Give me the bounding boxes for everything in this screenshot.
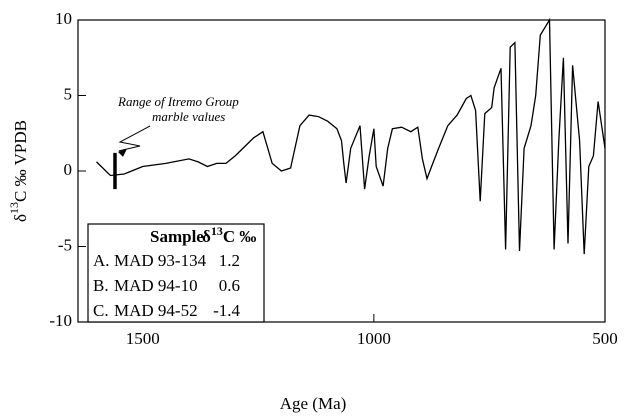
table-header: Sample (150, 227, 204, 246)
row-sample: MAD 94-10 (114, 276, 198, 295)
row-letter: B. (93, 276, 109, 295)
row-sample: MAD 94-52 (114, 301, 198, 320)
header-prefix: δ (202, 227, 211, 246)
row-letter: A. (93, 251, 110, 270)
annotation: Range of Itremo Group (117, 94, 239, 109)
row-value: -1.4 (213, 301, 240, 320)
row-sample: MAD 93-134 (114, 251, 207, 270)
annotation: marble values (152, 109, 225, 124)
y-axis-label: δ13C ‰ VPDB (7, 120, 30, 222)
x-tick-label: 1000 (357, 329, 391, 348)
y-label-prefix: δ (11, 214, 30, 222)
data-line (96, 17, 606, 255)
row-letter: C. (93, 301, 109, 320)
table-header: δ13C ‰ (202, 224, 256, 246)
arrow-head (117, 148, 127, 157)
row-value: 1.2 (219, 251, 240, 270)
header-suffix: C ‰ (223, 227, 257, 246)
annotation-arrow (118, 125, 151, 152)
x-tick-label: 500 (592, 329, 618, 348)
y-tick-label: -10 (49, 311, 72, 330)
y-tick-label: 10 (55, 9, 72, 28)
y-label-sup: 13 (7, 202, 21, 214)
x-tick-label: 1500 (126, 329, 160, 348)
table-box (87, 223, 265, 323)
y-tick-label: -5 (58, 235, 72, 254)
header-sup: 13 (211, 224, 223, 238)
y-tick-label: 0 (64, 160, 73, 179)
x-axis-label: Age (Ma) (280, 394, 347, 413)
y-tick-label: 5 (64, 84, 73, 103)
y-label-suffix: C ‰ VPDB (11, 120, 30, 202)
row-value: 0.6 (219, 276, 240, 295)
